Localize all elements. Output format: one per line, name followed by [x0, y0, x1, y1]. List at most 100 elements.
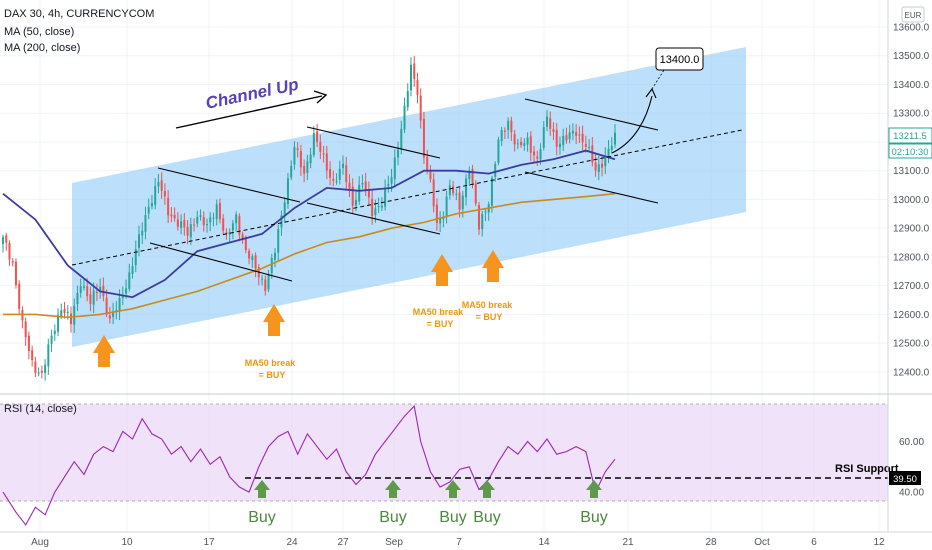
candle-body — [319, 142, 322, 152]
time-tick-label: Aug — [31, 537, 49, 548]
candle-body — [416, 80, 419, 95]
candle-body — [354, 199, 357, 206]
candle-body — [180, 221, 183, 228]
candle-body — [170, 214, 173, 217]
candle-body — [555, 130, 558, 147]
time-tick-label: 17 — [203, 537, 215, 548]
candle-body — [225, 232, 228, 234]
orange-arrow-4 — [482, 250, 504, 282]
ma50-break-label-3a: MA50 break — [462, 300, 514, 310]
last-price-tag — [888, 127, 932, 144]
candle-body — [1, 237, 5, 244]
candle-body — [121, 295, 124, 298]
countdown-value: 02:10:30 — [892, 147, 929, 158]
ma200-line — [3, 192, 616, 319]
time-tick-label: 21 — [622, 537, 634, 548]
candle-body — [108, 315, 111, 319]
rsi-axis[interactable]: 40.00 60.00 — [899, 437, 924, 499]
candle-body — [439, 217, 442, 224]
countdown-tag — [888, 143, 932, 159]
candle-body — [160, 180, 163, 191]
candle-body — [494, 163, 497, 177]
time-tick-label: 24 — [286, 537, 298, 548]
candle-body — [523, 143, 526, 146]
candle-body — [11, 261, 14, 263]
candle-body — [610, 145, 613, 150]
sub-channel-3-top — [524, 98, 659, 131]
price-tick-label: 13400.0 — [893, 80, 930, 91]
candle-body — [390, 177, 393, 184]
candle-body — [338, 168, 341, 180]
candle-body — [270, 257, 273, 274]
candle-body — [309, 154, 312, 164]
candle-body — [594, 162, 597, 171]
channel-midline — [71, 129, 743, 266]
candle-body — [377, 206, 380, 208]
candle-body — [251, 256, 254, 261]
orange-arrow-1 — [93, 335, 115, 367]
time-tick-label: 7 — [456, 537, 462, 548]
candle-body — [575, 131, 578, 136]
rsi-support-tag-value: 39.50 — [893, 474, 917, 485]
candle-body — [367, 190, 370, 198]
sub-channel-1-bottom — [149, 242, 293, 282]
candle-body — [325, 153, 328, 171]
candle-body — [176, 219, 179, 227]
ma50-legend[interactable]: MA (50, close) — [4, 26, 74, 38]
candle-body — [452, 186, 455, 194]
candle-body — [332, 178, 335, 181]
candle-body — [40, 370, 43, 373]
candle-body — [66, 311, 69, 313]
candle-body — [205, 224, 209, 226]
candle-body — [241, 234, 244, 240]
candle-body — [380, 205, 383, 208]
time-tick-label: 27 — [337, 537, 349, 548]
price-tick-label: 12900.0 — [893, 224, 930, 235]
candle-body — [335, 181, 338, 183]
candle-body — [215, 204, 218, 220]
rsi-legend[interactable]: RSI (14, close) — [4, 403, 77, 415]
currency-badge[interactable] — [901, 6, 925, 23]
candle-body — [277, 229, 280, 253]
time-axis[interactable]: Aug 10 17 24 27 Sep 7 14 21 28 Oct 6 12 — [31, 537, 885, 548]
candle-body — [406, 91, 409, 108]
candle-body — [306, 161, 309, 173]
time-tick-label: Sep — [385, 537, 403, 548]
price-tick-label: 13500.0 — [893, 51, 930, 62]
candle-body — [53, 330, 56, 335]
candle-body — [82, 286, 85, 288]
green-arrow-5 — [586, 480, 602, 498]
green-arrow-2 — [385, 480, 401, 498]
symbol-legend[interactable]: DAX 30, 4h, CURRENCYCOM — [4, 8, 154, 20]
ma50-break-label-3b: = BUY — [476, 312, 503, 322]
price-tick-label: 13100.0 — [893, 166, 930, 177]
candle-body — [597, 164, 600, 173]
rsi-band — [0, 404, 888, 501]
candle-body — [568, 132, 571, 140]
candle-body — [99, 286, 102, 292]
ma50-break-label-1b: = BUY — [259, 370, 286, 380]
candle-body — [526, 137, 529, 145]
candle-body — [218, 203, 221, 220]
candle-body — [95, 291, 98, 293]
candle-body — [533, 151, 536, 156]
candle-body — [134, 249, 137, 266]
candle-body — [235, 214, 238, 224]
ma50-break-arrows — [93, 250, 504, 367]
candle-body — [565, 135, 568, 141]
sub-channel-1-top — [157, 167, 301, 203]
price-tick-label: 12700.0 — [893, 281, 930, 292]
candle-body — [429, 171, 432, 180]
candle-body — [31, 350, 34, 361]
candle-body — [212, 217, 215, 219]
candle-body — [115, 309, 118, 311]
candle-body — [50, 335, 53, 344]
candle-body — [400, 128, 403, 149]
candle-body — [448, 185, 451, 196]
projection-curve — [611, 95, 653, 154]
candle-body — [189, 224, 192, 238]
ma200-legend[interactable]: MA (200, close) — [4, 42, 80, 54]
price-tick-label: 12800.0 — [893, 252, 930, 263]
candle-body — [286, 178, 289, 204]
